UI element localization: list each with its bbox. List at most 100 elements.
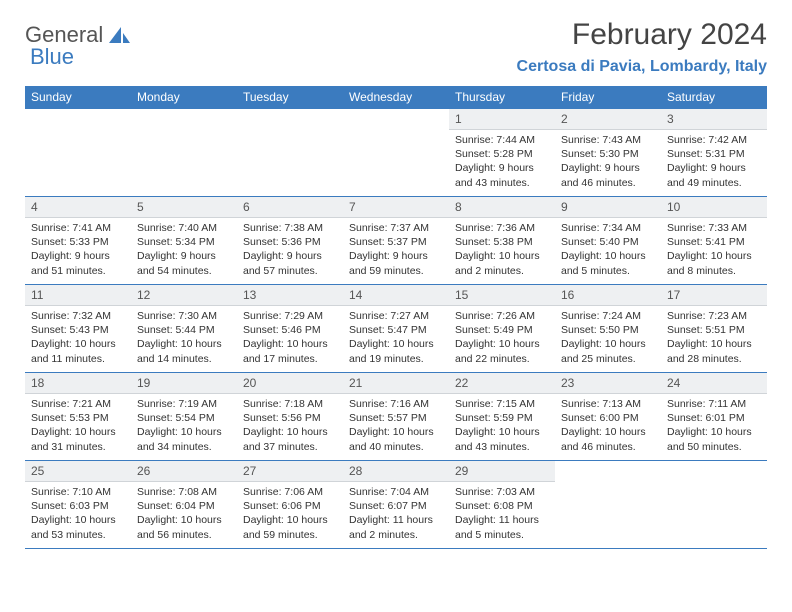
day-number: 14: [343, 285, 449, 306]
day-number: 19: [131, 373, 237, 394]
day-details: Sunrise: 7:21 AMSunset: 5:53 PMDaylight:…: [25, 394, 131, 459]
logo-sail-icon: [107, 25, 131, 45]
day-cell: 22Sunrise: 7:15 AMSunset: 5:59 PMDayligh…: [449, 373, 555, 461]
day-details: Sunrise: 7:26 AMSunset: 5:49 PMDaylight:…: [449, 306, 555, 371]
day-number: 7: [343, 197, 449, 218]
month-title: February 2024: [517, 18, 767, 52]
day-details: Sunrise: 7:24 AMSunset: 5:50 PMDaylight:…: [555, 306, 661, 371]
day-number: 27: [237, 461, 343, 482]
day-number: 17: [661, 285, 767, 306]
header: General February 2024 Certosa di Pavia, …: [25, 18, 767, 76]
day-details: Sunrise: 7:40 AMSunset: 5:34 PMDaylight:…: [131, 218, 237, 283]
day-number: 24: [661, 373, 767, 394]
day-header: Wednesday: [343, 86, 449, 109]
day-number: 20: [237, 373, 343, 394]
day-cell: 3Sunrise: 7:42 AMSunset: 5:31 PMDaylight…: [661, 109, 767, 197]
day-details: Sunrise: 7:04 AMSunset: 6:07 PMDaylight:…: [343, 482, 449, 547]
day-number: 22: [449, 373, 555, 394]
day-number: 15: [449, 285, 555, 306]
day-details: Sunrise: 7:27 AMSunset: 5:47 PMDaylight:…: [343, 306, 449, 371]
day-number: 2: [555, 109, 661, 130]
day-details: Sunrise: 7:42 AMSunset: 5:31 PMDaylight:…: [661, 130, 767, 195]
day-cell: 28Sunrise: 7:04 AMSunset: 6:07 PMDayligh…: [343, 461, 449, 549]
day-details: Sunrise: 7:32 AMSunset: 5:43 PMDaylight:…: [25, 306, 131, 371]
day-cell: 9Sunrise: 7:34 AMSunset: 5:40 PMDaylight…: [555, 197, 661, 285]
day-cell: 26Sunrise: 7:08 AMSunset: 6:04 PMDayligh…: [131, 461, 237, 549]
day-details: Sunrise: 7:11 AMSunset: 6:01 PMDaylight:…: [661, 394, 767, 459]
day-header: Monday: [131, 86, 237, 109]
day-details: Sunrise: 7:37 AMSunset: 5:37 PMDaylight:…: [343, 218, 449, 283]
day-details: Sunrise: 7:34 AMSunset: 5:40 PMDaylight:…: [555, 218, 661, 283]
day-number: 3: [661, 109, 767, 130]
day-cell: 11Sunrise: 7:32 AMSunset: 5:43 PMDayligh…: [25, 285, 131, 373]
day-details: Sunrise: 7:19 AMSunset: 5:54 PMDaylight:…: [131, 394, 237, 459]
day-number: 11: [25, 285, 131, 306]
day-cell: 6Sunrise: 7:38 AMSunset: 5:36 PMDaylight…: [237, 197, 343, 285]
day-details: Sunrise: 7:44 AMSunset: 5:28 PMDaylight:…: [449, 130, 555, 195]
day-number: 12: [131, 285, 237, 306]
day-number: 29: [449, 461, 555, 482]
day-cell: 25Sunrise: 7:10 AMSunset: 6:03 PMDayligh…: [25, 461, 131, 549]
day-cell: ..: [25, 109, 131, 197]
day-cell: 4Sunrise: 7:41 AMSunset: 5:33 PMDaylight…: [25, 197, 131, 285]
day-cell: 24Sunrise: 7:11 AMSunset: 6:01 PMDayligh…: [661, 373, 767, 461]
day-details: Sunrise: 7:16 AMSunset: 5:57 PMDaylight:…: [343, 394, 449, 459]
day-header: Friday: [555, 86, 661, 109]
day-details: Sunrise: 7:08 AMSunset: 6:04 PMDaylight:…: [131, 482, 237, 547]
day-cell: ..: [661, 461, 767, 549]
day-cell: 13Sunrise: 7:29 AMSunset: 5:46 PMDayligh…: [237, 285, 343, 373]
day-number: 8: [449, 197, 555, 218]
day-number: 26: [131, 461, 237, 482]
day-cell: 18Sunrise: 7:21 AMSunset: 5:53 PMDayligh…: [25, 373, 131, 461]
day-cell: 17Sunrise: 7:23 AMSunset: 5:51 PMDayligh…: [661, 285, 767, 373]
day-details: Sunrise: 7:06 AMSunset: 6:06 PMDaylight:…: [237, 482, 343, 547]
day-cell: 10Sunrise: 7:33 AMSunset: 5:41 PMDayligh…: [661, 197, 767, 285]
location: Certosa di Pavia, Lombardy, Italy: [517, 58, 767, 76]
day-cell: ..: [131, 109, 237, 197]
day-cell: 29Sunrise: 7:03 AMSunset: 6:08 PMDayligh…: [449, 461, 555, 549]
day-details: Sunrise: 7:38 AMSunset: 5:36 PMDaylight:…: [237, 218, 343, 283]
day-number: 13: [237, 285, 343, 306]
day-cell: 16Sunrise: 7:24 AMSunset: 5:50 PMDayligh…: [555, 285, 661, 373]
day-cell: ..: [343, 109, 449, 197]
day-details: Sunrise: 7:29 AMSunset: 5:46 PMDaylight:…: [237, 306, 343, 371]
day-number: 28: [343, 461, 449, 482]
day-number: 25: [25, 461, 131, 482]
day-number: 4: [25, 197, 131, 218]
day-cell: 12Sunrise: 7:30 AMSunset: 5:44 PMDayligh…: [131, 285, 237, 373]
day-header: Thursday: [449, 86, 555, 109]
day-cell: 23Sunrise: 7:13 AMSunset: 6:00 PMDayligh…: [555, 373, 661, 461]
day-cell: 5Sunrise: 7:40 AMSunset: 5:34 PMDaylight…: [131, 197, 237, 285]
logo-text-2: Blue: [30, 44, 74, 70]
day-cell: 19Sunrise: 7:19 AMSunset: 5:54 PMDayligh…: [131, 373, 237, 461]
day-header: Tuesday: [237, 86, 343, 109]
day-number: 18: [25, 373, 131, 394]
day-details: Sunrise: 7:13 AMSunset: 6:00 PMDaylight:…: [555, 394, 661, 459]
week-row: ........1Sunrise: 7:44 AMSunset: 5:28 PM…: [25, 109, 767, 197]
day-details: Sunrise: 7:30 AMSunset: 5:44 PMDaylight:…: [131, 306, 237, 371]
day-details: Sunrise: 7:41 AMSunset: 5:33 PMDaylight:…: [25, 218, 131, 283]
day-number: 1: [449, 109, 555, 130]
day-cell: 8Sunrise: 7:36 AMSunset: 5:38 PMDaylight…: [449, 197, 555, 285]
day-cell: 14Sunrise: 7:27 AMSunset: 5:47 PMDayligh…: [343, 285, 449, 373]
calendar: Sunday Monday Tuesday Wednesday Thursday…: [25, 86, 767, 549]
day-cell: 1Sunrise: 7:44 AMSunset: 5:28 PMDaylight…: [449, 109, 555, 197]
day-details: Sunrise: 7:43 AMSunset: 5:30 PMDaylight:…: [555, 130, 661, 195]
day-cell: 2Sunrise: 7:43 AMSunset: 5:30 PMDaylight…: [555, 109, 661, 197]
day-number: 9: [555, 197, 661, 218]
day-header-row: Sunday Monday Tuesday Wednesday Thursday…: [25, 86, 767, 109]
day-number: 21: [343, 373, 449, 394]
day-cell: 7Sunrise: 7:37 AMSunset: 5:37 PMDaylight…: [343, 197, 449, 285]
week-row: 18Sunrise: 7:21 AMSunset: 5:53 PMDayligh…: [25, 373, 767, 461]
day-number: 5: [131, 197, 237, 218]
day-details: Sunrise: 7:10 AMSunset: 6:03 PMDaylight:…: [25, 482, 131, 547]
week-row: 11Sunrise: 7:32 AMSunset: 5:43 PMDayligh…: [25, 285, 767, 373]
day-details: Sunrise: 7:18 AMSunset: 5:56 PMDaylight:…: [237, 394, 343, 459]
day-cell: ..: [555, 461, 661, 549]
day-header: Saturday: [661, 86, 767, 109]
day-cell: ..: [237, 109, 343, 197]
day-number: 10: [661, 197, 767, 218]
day-cell: 20Sunrise: 7:18 AMSunset: 5:56 PMDayligh…: [237, 373, 343, 461]
day-details: Sunrise: 7:03 AMSunset: 6:08 PMDaylight:…: [449, 482, 555, 547]
day-cell: 15Sunrise: 7:26 AMSunset: 5:49 PMDayligh…: [449, 285, 555, 373]
